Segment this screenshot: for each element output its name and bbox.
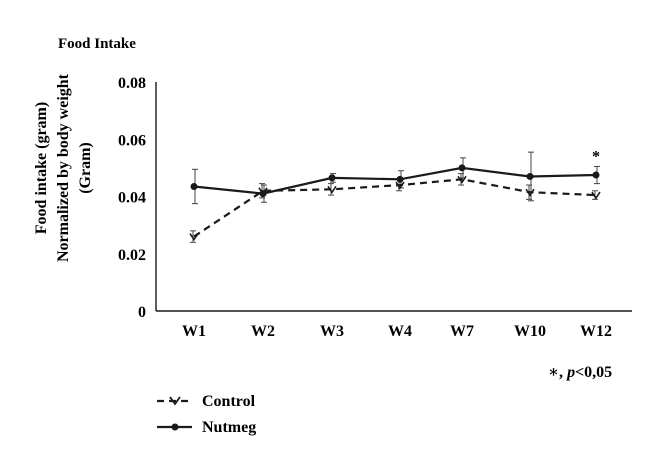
y-tick-labels: 0 0.02 0.04 0.06 0.08 [118, 75, 146, 321]
y-tick-label: 0 [138, 304, 146, 321]
x-tick-label: W4 [388, 323, 412, 340]
annotations: * [592, 148, 600, 165]
data-point-control [591, 191, 601, 200]
data-point-nutmeg [328, 174, 336, 182]
data-point-control [457, 175, 467, 184]
data-point-nutmeg [259, 190, 267, 198]
significance-note-threshold: <0,05 [575, 364, 612, 381]
data-point-control [189, 233, 199, 242]
x-tick-label: W2 [251, 323, 275, 340]
x-tick-label: W1 [182, 323, 206, 340]
data-point-control [327, 185, 337, 194]
significance-asterisk: * [592, 148, 600, 165]
x-tick-label: W10 [514, 323, 546, 340]
chart-title: Food Intake [58, 36, 136, 52]
legend-item-nutmeg: Nutmeg [157, 419, 256, 436]
data-point-nutmeg [526, 172, 534, 180]
significance-note: ∗, p<0,05 [548, 364, 612, 381]
x-tick-label: W7 [450, 323, 474, 340]
x-tick-labels: W1 W2 W3 W4 W7 W10 W12 [182, 323, 612, 340]
y-axis-label: Food intake (gram) Normalized by body we… [33, 73, 94, 262]
y-axis-label-line-2: Normalized by body weight [55, 73, 72, 262]
significance-note-p: p [565, 364, 575, 381]
y-tick-label: 0.08 [118, 75, 146, 92]
series-lines [193, 166, 597, 238]
significance-note-symbol: ∗, [548, 364, 567, 381]
data-point-nutmeg [190, 182, 198, 190]
y-tick-label: 0.02 [118, 247, 146, 264]
legend-control-marker [169, 396, 181, 406]
legend: Control Nutmeg [157, 393, 256, 436]
series-points [189, 164, 601, 242]
legend-nutmeg-label: Nutmeg [202, 419, 256, 436]
data-point-nutmeg [458, 164, 466, 172]
y-axis-label-line-3: (Gram) [77, 142, 94, 194]
data-point-control [525, 188, 535, 197]
legend-nutmeg-marker [171, 423, 179, 431]
legend-control-label: Control [202, 393, 256, 410]
y-tick-label: 0.06 [118, 132, 146, 149]
data-point-nutmeg [396, 175, 404, 183]
x-tick-label: W3 [320, 323, 344, 340]
y-axis-label-line-1: Food intake (gram) [33, 102, 50, 234]
series-line-nutmeg [193, 166, 597, 195]
series-line-control [193, 178, 597, 238]
data-point-control [395, 181, 405, 190]
error-bars [190, 151, 600, 243]
legend-item-control: Control [157, 393, 256, 410]
data-point-nutmeg [592, 171, 600, 179]
x-tick-label: W12 [580, 323, 612, 340]
y-tick-label: 0.04 [118, 190, 146, 207]
